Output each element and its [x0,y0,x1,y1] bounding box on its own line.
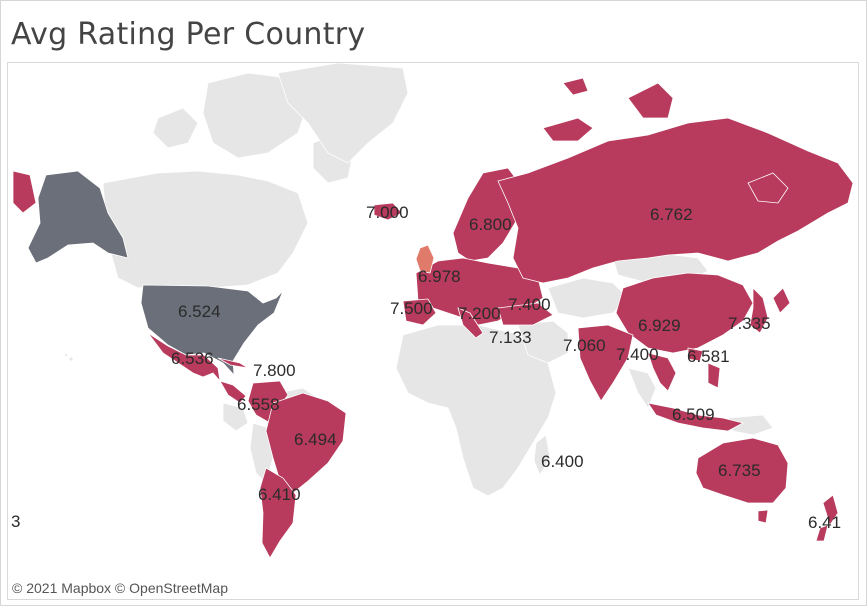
page-title: Avg Rating Per Country [11,17,366,52]
label-iceland: 7.000 [366,203,409,222]
label-indonesia: 6.509 [672,405,715,424]
unrated-land [64,63,774,497]
new-zealand-shape [822,494,839,526]
greenland-region [277,63,409,164]
italy-shape [457,307,484,339]
label-middle-east: 7.133 [489,328,532,347]
indonesia-shape [647,402,745,432]
canada-region [102,170,309,289]
label-russia: 6.762 [650,205,693,224]
label-australia: 6.735 [718,461,761,480]
label-hong-kong: 6.581 [687,347,730,366]
label-japan: 7.335 [728,314,771,333]
label-india: 7.060 [563,336,606,355]
uk-shape[interactable] [415,244,435,274]
map-canvas[interactable]: 7.000 6.800 6.762 6.978 7.500 7.200 7.40… [8,63,858,599]
china-shape [615,272,754,354]
label-spain: 7.500 [390,299,433,318]
japan-shape [749,287,769,334]
label-mauritius: 6.400 [541,452,584,471]
turkey-shape [497,302,554,326]
alaska-shape [27,170,129,264]
usa-region[interactable] [27,170,284,377]
label-cuba: 7.800 [253,361,296,380]
argentina-shape [259,467,297,559]
iceland-shape [373,202,403,221]
label-argentina: 6.410 [258,485,301,504]
label-left-edge: 3 [11,512,20,531]
mexico-shape [147,332,221,383]
india-shape [577,324,634,402]
label-new-zealand: 6.41 [808,513,841,532]
russia-shape [497,117,854,284]
label-scandinavia: 6.800 [469,215,512,234]
australia-shape [695,437,789,504]
label-brazil: 6.494 [294,430,337,449]
africa-region [395,324,557,497]
label-colombia: 6.558 [237,395,280,414]
label-china: 6.929 [638,316,681,335]
label-italy: 7.200 [458,304,501,323]
thailand-shape [647,352,677,392]
rated-land[interactable] [12,77,854,559]
label-mexico: 6.536 [171,349,214,368]
map-attribution[interactable]: © 2021 Mapbox © OpenStreetMap [12,580,228,596]
arctic-islands [202,72,309,159]
label-turkey: 7.400 [508,295,551,314]
world-map[interactable]: 7.000 6.800 6.762 6.978 7.500 7.200 7.40… [7,62,859,600]
brazil-shape [265,392,347,494]
label-thailand: 7.400 [616,345,659,364]
value-labels: 7.000 6.800 6.762 6.978 7.500 7.200 7.40… [11,203,841,532]
contiguous-us-shape [140,284,284,377]
label-uk: 6.978 [418,267,461,286]
label-united-states: 6.524 [178,302,221,321]
spain-shape [402,298,437,326]
